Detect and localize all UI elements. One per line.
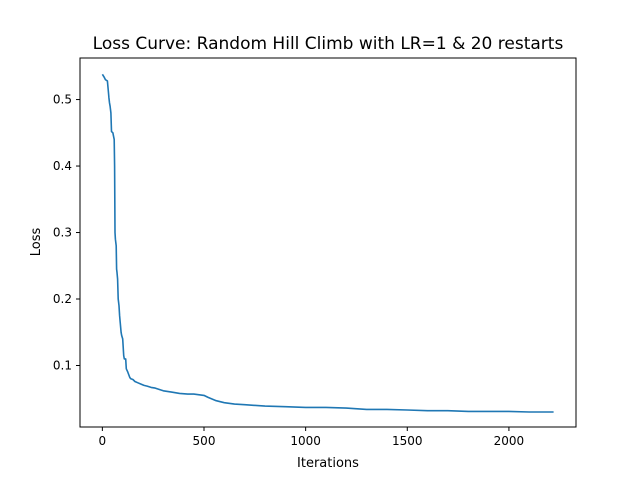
x-axis-label: Iterations [297, 456, 359, 471]
y-tick-label: 0.1 [53, 359, 72, 373]
loss-series-line [101, 73, 554, 413]
y-axis-ticks: 0.1 0.2 0.3 0.4 0.5 [53, 93, 80, 373]
x-tick-label: 2000 [494, 434, 525, 448]
x-axis-ticks: 0 500 1000 1500 2000 [99, 427, 525, 448]
plot-frame [79, 57, 577, 428]
chart-title: Loss Curve: Random Hill Climb with LR=1 … [93, 34, 564, 54]
x-tick-label: 1500 [392, 434, 423, 448]
y-tick-label: 0.3 [53, 226, 72, 240]
y-axis-label: Loss [29, 228, 44, 257]
x-tick-label: 1000 [290, 434, 321, 448]
plot-area [80, 58, 576, 427]
x-tick-label: 500 [193, 434, 216, 448]
y-tick-label: 0.2 [53, 292, 72, 306]
y-tick-label: 0.4 [53, 159, 72, 173]
y-tick-label: 0.5 [53, 93, 72, 107]
x-tick-label: 0 [99, 434, 107, 448]
